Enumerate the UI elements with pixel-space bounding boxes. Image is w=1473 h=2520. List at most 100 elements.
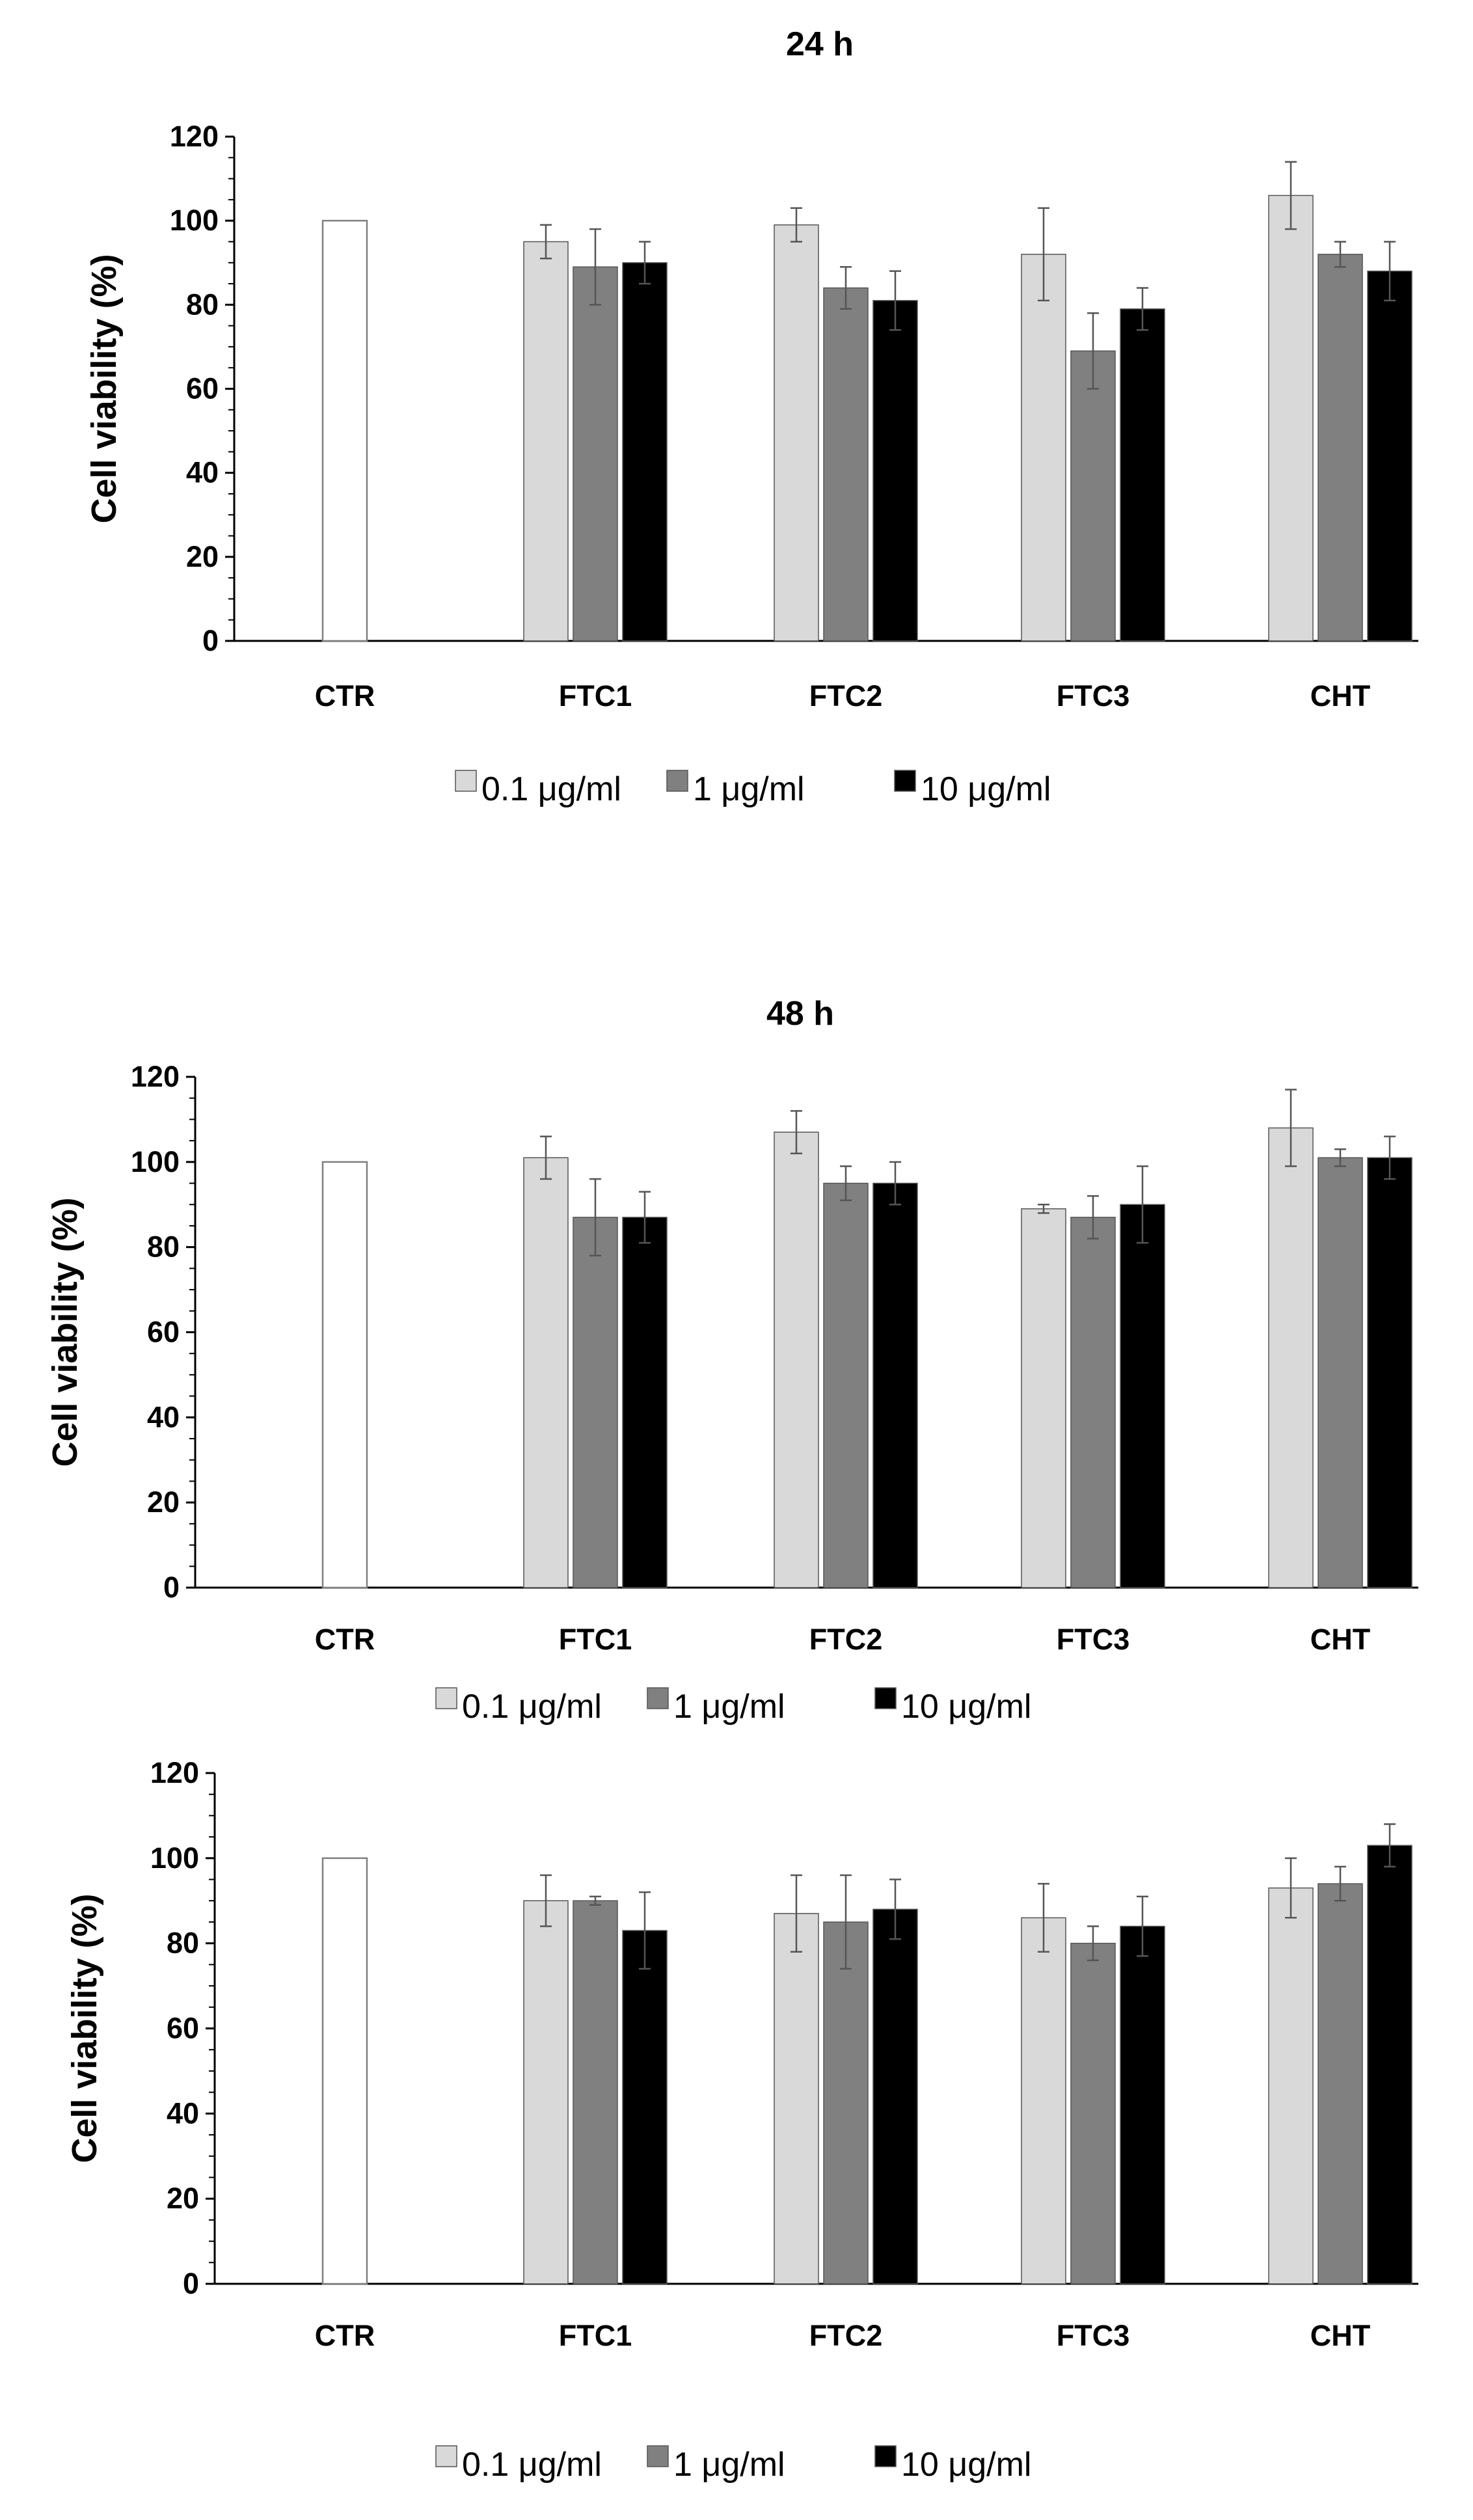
chart-title: 48 h [766, 995, 834, 1033]
bar-ftc1-series-3 [622, 1217, 668, 1588]
x-tick-label-cht: CHT [1310, 2319, 1370, 2352]
x-tick-label-ctr: CTR [315, 2319, 375, 2352]
bar-cht-series-2 [1318, 1883, 1363, 2284]
x-tick-label-ftc3: FTC3 [1057, 679, 1130, 712]
x-tick-label-ftc1: FTC1 [559, 1623, 632, 1656]
x-tick-label-ftc1: FTC1 [559, 2319, 632, 2352]
bar-ftc3-series-1 [1021, 1208, 1066, 1588]
bar-ftc3-series-3 [1120, 1925, 1165, 2284]
bar-ftc2-series-1 [774, 224, 819, 642]
y-tick-label: 60 [167, 2012, 199, 2045]
y-axis-label: Cell viability (%) [85, 254, 124, 523]
legend-label-2: 1 μg/ml [693, 770, 805, 808]
y-tick-label: 40 [147, 1400, 180, 1433]
bar-ctr [321, 219, 368, 642]
bar-ftc3-series-2 [1070, 350, 1116, 642]
legend-label-1: 0.1 μg/ml [462, 2446, 602, 2484]
legend-label-1: 0.1 μg/ml [481, 770, 621, 808]
x-tick-label-ftc2: FTC2 [809, 2319, 883, 2352]
bar-ftc2-series-1 [774, 1131, 819, 1588]
bar-ftc3-series-1 [1021, 254, 1066, 642]
y-tick-label: 80 [186, 288, 219, 321]
bar-cht-series-2 [1318, 1157, 1363, 1588]
x-tick-label-ctr: CTR [315, 1623, 375, 1656]
bar-ctr [321, 1161, 368, 1589]
bar-ftc2-series-2 [823, 1921, 869, 2284]
legend-swatch-2 [647, 2445, 669, 2467]
bar-ftc1-series-3 [622, 1930, 668, 2284]
x-tick-label-ctr: CTR [315, 679, 375, 712]
x-tick-label-cht: CHT [1310, 1623, 1370, 1656]
y-tick-label: 100 [131, 1145, 180, 1178]
chart-title: 24 h [786, 25, 854, 63]
legend-label-2: 1 μg/ml [673, 2446, 785, 2484]
legend-swatch-1 [435, 1687, 457, 1709]
bar-ftc2-series-3 [872, 1908, 918, 2284]
legend-swatch-3 [894, 770, 916, 792]
legend-swatch-2 [647, 1687, 669, 1709]
bar-ftc1-series-3 [622, 262, 668, 642]
bar-ftc2-series-2 [823, 287, 869, 642]
bar-cht-series-3 [1367, 1157, 1412, 1588]
legend-label-3: 10 μg/ml [901, 1688, 1031, 1726]
bar-cht-series-1 [1268, 195, 1314, 642]
bar-ftc3-series-3 [1120, 308, 1165, 642]
legend-label-3: 10 μg/ml [921, 770, 1051, 808]
bar-ftc1-series-2 [573, 1900, 618, 2284]
legend-swatch-1 [455, 770, 477, 792]
legend-swatch-2 [666, 770, 688, 792]
bar-cht-series-1 [1268, 1127, 1314, 1588]
bar-ftc3-series-3 [1120, 1204, 1165, 1588]
y-tick-label: 100 [150, 1841, 199, 1875]
legend-label-3: 10 μg/ml [901, 2446, 1031, 2484]
legend-swatch-3 [874, 2445, 897, 2467]
x-tick-label-ftc2: FTC2 [809, 1623, 883, 1656]
bar-cht-series-3 [1367, 270, 1412, 642]
bar-ftc3-series-2 [1070, 1942, 1116, 2284]
x-tick-label-ftc2: FTC2 [809, 679, 883, 712]
y-tick-label: 20 [147, 1485, 180, 1519]
y-tick-label: 80 [147, 1230, 180, 1264]
y-tick-label: 0 [202, 624, 219, 657]
x-tick-label-ftc3: FTC3 [1057, 2319, 1130, 2352]
bar-ftc1-series-1 [523, 1157, 569, 1588]
bar-ctr [321, 1857, 368, 2285]
chart-panel-2: 48 h Cell viability (%) 0 20 40 60 80 100 120 CTR… [46, 995, 1418, 1726]
legend-label-2: 1 μg/ml [673, 1688, 785, 1726]
legend-label-1: 0.1 μg/ml [462, 1688, 602, 1726]
y-tick-label: 20 [186, 540, 219, 573]
bar-ftc1-series-2 [573, 266, 618, 642]
y-tick-label: 40 [186, 456, 219, 489]
chart-panel-3: Cell viability (%) 0 20 40 60 80 100 120 CTR FTC1… [65, 1756, 1418, 2484]
bar-cht-series-1 [1268, 1887, 1314, 2284]
bar-ftc2-series-3 [872, 1182, 918, 1588]
chart-panel-1: 24 h Cell viability (%) 0 20 40 60 80 100 120 CTR… [85, 25, 1418, 808]
y-axis-label: Cell viability (%) [65, 1893, 104, 2163]
y-tick-label: 0 [163, 1571, 180, 1604]
y-tick-label: 120 [150, 1756, 199, 1789]
legend-swatch-3 [874, 1687, 897, 1709]
legend-swatch-1 [435, 2445, 457, 2467]
y-tick-label: 120 [170, 120, 219, 153]
x-tick-label-ftc1: FTC1 [559, 679, 632, 712]
bar-ftc2-series-1 [774, 1913, 819, 2284]
y-tick-label: 20 [167, 2182, 199, 2215]
y-axis-label: Cell viability (%) [46, 1197, 85, 1467]
x-tick-label-cht: CHT [1310, 679, 1370, 712]
y-tick-label: 80 [167, 1927, 199, 1960]
bar-cht-series-2 [1318, 254, 1363, 642]
y-tick-label: 120 [131, 1060, 180, 1093]
bar-ftc1-series-2 [573, 1217, 618, 1588]
y-tick-label: 60 [147, 1316, 180, 1349]
x-tick-label-ftc3: FTC3 [1057, 1623, 1130, 1656]
y-tick-label: 60 [186, 372, 219, 405]
y-tick-label: 40 [167, 2096, 199, 2130]
y-tick-label: 100 [170, 204, 219, 237]
bar-ftc3-series-1 [1021, 1917, 1066, 2284]
bar-ftc3-series-2 [1070, 1217, 1116, 1588]
bar-ftc1-series-1 [523, 1900, 569, 2284]
bar-ftc2-series-3 [872, 300, 918, 642]
y-tick-label: 0 [183, 2267, 199, 2300]
